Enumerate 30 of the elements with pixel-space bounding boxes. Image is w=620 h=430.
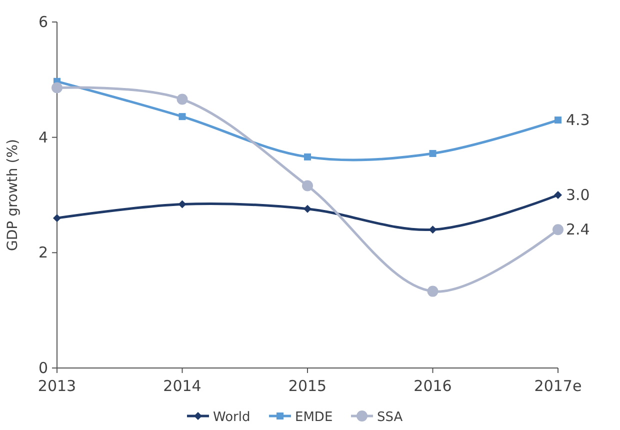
legend-label: World [213, 410, 250, 425]
x-tick-label: 2015 [288, 377, 327, 395]
y-tick-label: 4 [38, 128, 48, 146]
point [52, 82, 62, 94]
y-tick-label: 0 [38, 359, 48, 377]
point [53, 214, 61, 222]
point [304, 153, 311, 160]
x-tick-label: 2017e [534, 377, 582, 395]
y-axis-title: GDP growth (%) [5, 139, 21, 251]
point [427, 286, 438, 297]
point [554, 191, 562, 199]
data-label: 4.3 [566, 111, 590, 130]
legend-label: EMDE [295, 410, 333, 425]
point [178, 113, 186, 120]
y-tick-label: 6 [38, 13, 48, 31]
x-tick-label: 2013 [38, 377, 76, 395]
point [178, 200, 186, 208]
data-label: 2.4 [566, 220, 590, 239]
point [552, 224, 564, 236]
legend-label: SSA [377, 410, 403, 425]
point [302, 180, 313, 192]
point [554, 116, 562, 124]
point [304, 204, 312, 213]
point [429, 150, 436, 157]
x-tick-label: 2016 [414, 377, 452, 395]
point [428, 226, 437, 234]
y-tick-label: 2 [38, 244, 48, 262]
x-tick-label: 2014 [163, 377, 202, 395]
point [176, 94, 188, 105]
data-label: 3.0 [566, 186, 590, 204]
